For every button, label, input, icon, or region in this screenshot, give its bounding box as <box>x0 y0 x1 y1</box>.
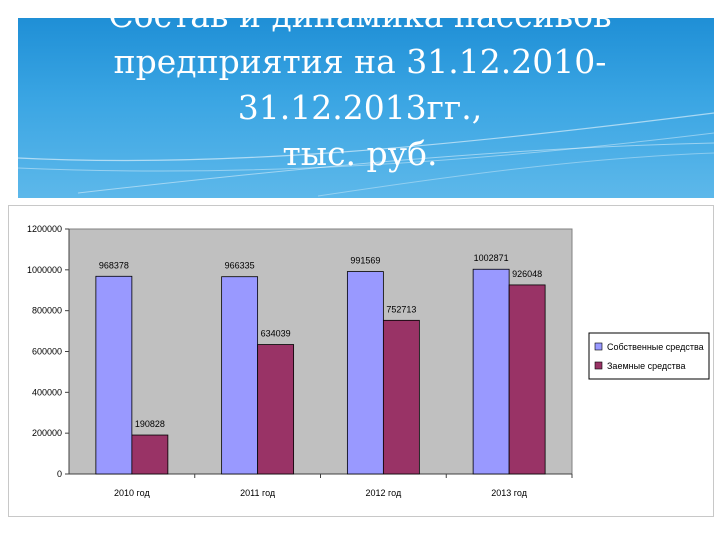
legend-label: Собственные средства <box>607 342 704 352</box>
y-tick-label: 1200000 <box>27 224 62 234</box>
slide-title: Состав и динамика пассивов предприятия н… <box>0 0 720 173</box>
title-line-1: Состав и динамика пассивов <box>108 0 612 35</box>
data-label: 190828 <box>135 419 165 429</box>
y-tick-label: 0 <box>57 469 62 479</box>
y-tick-label: 200000 <box>32 428 62 438</box>
x-tick-label: 2012 год <box>366 488 402 498</box>
y-tick-label: 400000 <box>32 387 62 397</box>
x-tick-label: 2013 год <box>491 488 527 498</box>
bar-own-funds <box>346 271 384 475</box>
bar-borrowed-funds <box>382 319 420 475</box>
legend-label: Заемные средства <box>607 361 685 371</box>
legend-box <box>588 332 710 380</box>
title-line-3: тыс. руб. <box>282 133 438 173</box>
bar-borrowed-funds <box>131 434 169 475</box>
data-label: 991569 <box>350 256 380 266</box>
bar-own-funds <box>95 275 133 475</box>
y-tick-label: 600000 <box>32 347 62 357</box>
bar-borrowed-funds <box>257 344 295 475</box>
legend-swatch <box>594 361 603 370</box>
banner-swoosh-decoration <box>18 112 714 197</box>
x-tick-label: 2011 год <box>240 488 276 498</box>
bar-own-funds <box>221 276 259 475</box>
x-tick-label: 2010 год <box>114 488 150 498</box>
data-label: 966335 <box>225 261 255 271</box>
data-label: 634039 <box>261 329 291 339</box>
data-label: 752713 <box>386 304 416 314</box>
title-line-2: предприятия на 31.12.2010-31.12.2013гг., <box>113 41 607 127</box>
bar-borrowed-funds <box>508 284 546 475</box>
data-label: 926048 <box>512 269 542 279</box>
legend-swatch <box>594 342 603 351</box>
data-label: 968378 <box>99 260 129 270</box>
bar-chart: 0 200000 400000 600000 800000 1000000 1200000 2… <box>27 224 710 498</box>
title-banner <box>18 18 714 198</box>
y-tick-label: 1000000 <box>27 265 62 275</box>
y-tick-label: 800000 <box>32 306 62 316</box>
data-label: 1002871 <box>474 253 509 263</box>
chart-frame: 0 200000 400000 600000 800000 1000000 1200000 2… <box>8 205 714 517</box>
bar-own-funds <box>472 268 510 475</box>
